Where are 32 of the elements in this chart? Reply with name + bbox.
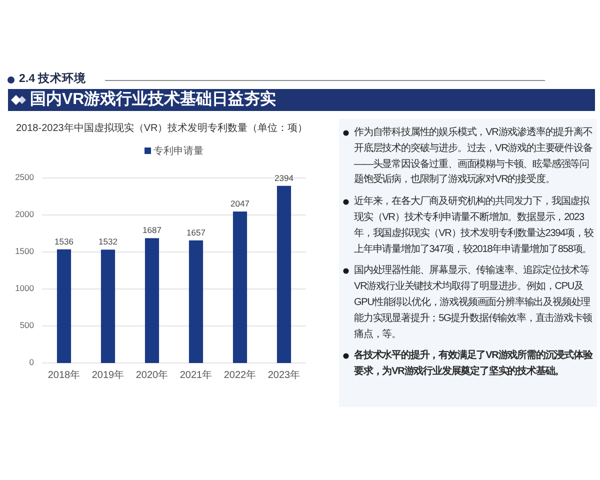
data-label: 2047 <box>230 198 250 209</box>
y-tick-label: 2000 <box>15 209 34 220</box>
x-tick-label: 2018年 <box>48 369 80 381</box>
x-tick-label: 2022年 <box>224 369 256 381</box>
text: 近年来，在各大厂商及研究机构的共同发力下，我国虚拟现实（VR）技术专利申请量不断增加。数据显示，2023年，我国虚拟现实（VR）技术发明专利数量达2394项，较上年申请量增加了347项，较2018年申请量增加了858项。 <box>354 196 594 255</box>
text: 各技术水平的提升，有效满足了VR游戏所需的沉浸式体验要求，为VR游戏行业发展奠定了坚实的技术基础。 <box>354 350 592 378</box>
text: 国内处理器性能、屏幕显示、传输速率、追踪定位技术等VR游戏行业关键技术均取得了明显进步。例如，CPU及GPU性能得以优化，游戏视频画面分辨率输出及视频处理能力实现显著提升；5G提升数据传输效率，直击游戏卡顿痛点，等。 <box>354 265 592 340</box>
text: 作为自带科技属性的娱乐模式，VR游戏渗透率的提升离不开底层技术的突破与进步。过去，VR游戏的主要硬件设备——头显常因设备过重、画面模糊与卡顿、眩晕感强等问题饱受诟病，也限制了游戏玩家对VR的接受度。 <box>354 127 592 186</box>
text: 国内VR游戏行业技术基础日益夯实 <box>30 89 276 110</box>
y-tick-label: 1000 <box>15 283 34 294</box>
data-label: 1532 <box>98 236 118 247</box>
x-tick-label: 2020年 <box>136 369 168 381</box>
bar <box>232 212 248 363</box>
text: 2.4 技术环境 <box>19 72 86 86</box>
bar <box>56 249 72 363</box>
x-tick-label: 2023年 <box>268 369 300 381</box>
x-tick-label: 2019年 <box>92 369 124 381</box>
bar <box>276 186 292 363</box>
bar <box>144 238 160 363</box>
bar <box>100 250 116 363</box>
legend-label: 专利申请量 <box>154 144 204 157</box>
data-label: 1536 <box>54 236 74 246</box>
y-tick-label: 1500 <box>15 246 34 256</box>
data-label: 2394 <box>274 172 294 183</box>
y-tick-label: 500 <box>20 320 34 330</box>
data-label: 1657 <box>186 227 206 238</box>
y-tick-label: 0 <box>29 357 34 368</box>
bar <box>188 240 204 363</box>
data-label: 1687 <box>142 225 162 236</box>
x-tick-label: 2021年 <box>180 369 212 381</box>
y-tick-label: 2500 <box>15 172 34 182</box>
chart-title: 2018-2023年中国虚拟现实（VR）技术发明专利数量（单位：项） <box>16 122 308 134</box>
